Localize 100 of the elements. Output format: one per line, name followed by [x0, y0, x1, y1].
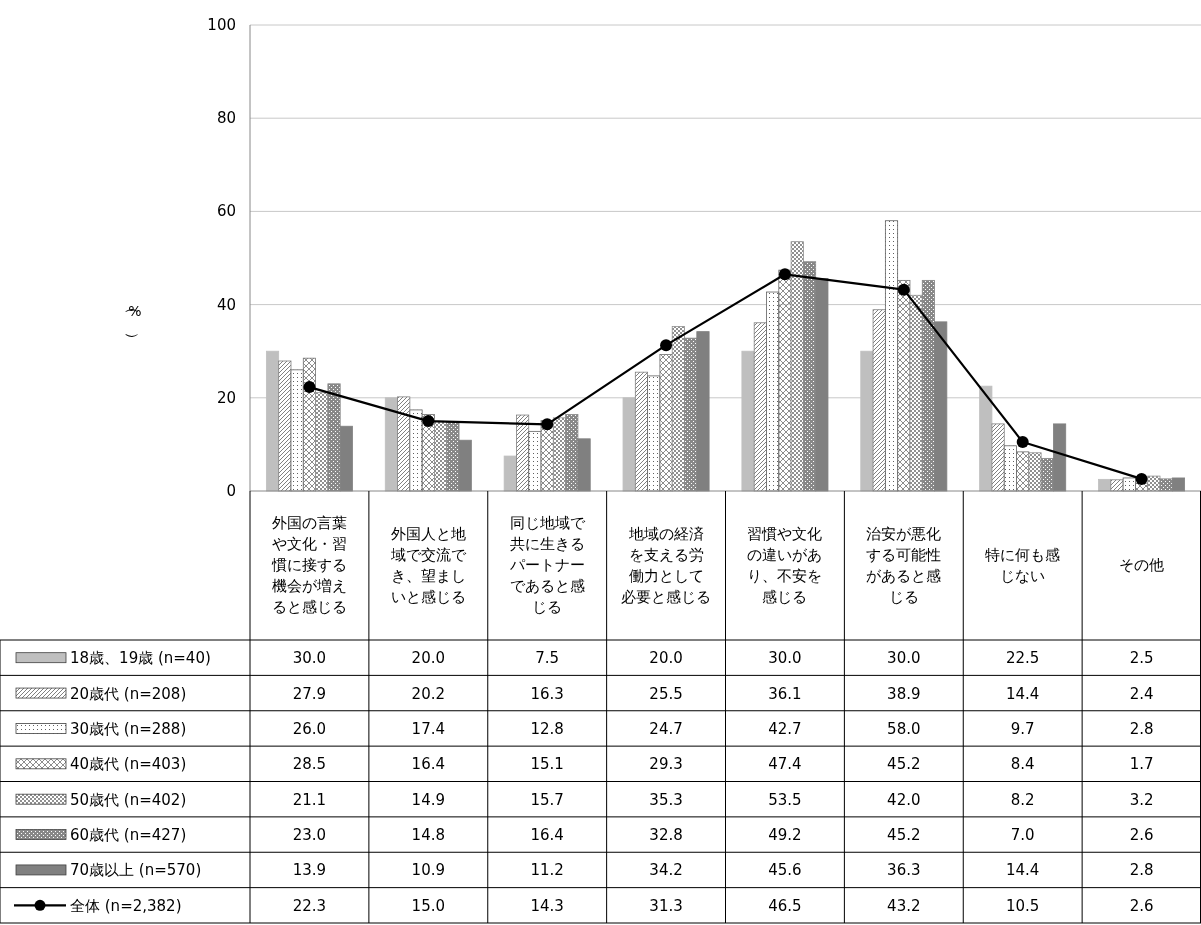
- y-tick-label: 40: [216, 295, 236, 314]
- bar: [647, 375, 661, 492]
- data-label: 31.3: [649, 896, 683, 915]
- data-label: 49.2: [768, 826, 802, 845]
- data-label: 47.4: [768, 755, 802, 774]
- x-tick-label: その他: [1119, 556, 1165, 574]
- data-label: 14.4: [1005, 684, 1040, 703]
- data-label: 13.9: [292, 861, 327, 880]
- point: [778, 268, 791, 281]
- data-label: 23.0: [292, 826, 327, 845]
- bar: [659, 354, 673, 492]
- data-label: 53.5: [768, 790, 802, 809]
- data-label: 24.7: [649, 719, 683, 738]
- data-label: 2.6: [1129, 896, 1154, 915]
- legend-label: 全体 (n=2,382): [70, 896, 182, 915]
- bar: [528, 430, 542, 492]
- x-tick-label: 特に何も感じない: [985, 545, 1061, 585]
- data-label: 7.0: [1010, 826, 1035, 845]
- legend-label: 40歳代 (n=403): [70, 755, 187, 774]
- data-label: 30.0: [887, 649, 921, 668]
- legend-label: 70歳以上 (n=570): [70, 861, 202, 880]
- legend-label: 50歳代 (n=402): [70, 790, 187, 809]
- data-label: 2.4: [1129, 684, 1154, 703]
- data-label: 14.4: [1005, 861, 1040, 880]
- data-label: 7.5: [535, 649, 560, 668]
- legend-label: 18歳、19歳 (n=40): [70, 649, 211, 668]
- data-label: 32.8: [649, 826, 683, 845]
- data-label: 35.3: [649, 790, 683, 809]
- bar: [1003, 445, 1017, 492]
- data-label: 25.5: [649, 684, 683, 703]
- data-label: 27.9: [292, 684, 327, 703]
- data-label: 8.2: [1010, 790, 1035, 809]
- point: [660, 339, 673, 352]
- data-label: 20.2: [411, 684, 446, 703]
- data-label: 36.3: [887, 861, 921, 880]
- data-label: 2.5: [1129, 649, 1154, 668]
- data-label: 28.5: [292, 755, 327, 774]
- data-label: 1.7: [1129, 755, 1154, 774]
- data-label: 10.9: [411, 861, 446, 880]
- data-label: 16.4: [411, 755, 446, 774]
- y-tick-label: 20: [216, 388, 236, 407]
- point: [303, 381, 316, 394]
- data-label: 34.2: [649, 861, 683, 880]
- data-label: 58.0: [887, 719, 921, 738]
- data-label: 12.8: [530, 719, 564, 738]
- y-tick-label: 0: [226, 482, 236, 500]
- data-label: 30.0: [768, 649, 802, 668]
- data-label: 8.4: [1010, 755, 1035, 774]
- data-label: 15.1: [530, 755, 564, 774]
- data-label: 29.3: [649, 755, 683, 774]
- bar: [503, 455, 517, 492]
- data-label: 14.3: [530, 896, 564, 915]
- data-label: 2.6: [1129, 826, 1154, 845]
- data-label: 2.8: [1129, 861, 1154, 880]
- data-label: 46.5: [768, 896, 802, 915]
- data-label: 16.3: [530, 684, 564, 703]
- bar: [1122, 477, 1136, 492]
- data-label: 11.2: [530, 861, 564, 880]
- y-axis-title: （%）: [125, 300, 142, 346]
- data-label: 10.5: [1005, 896, 1040, 915]
- bar: [409, 409, 423, 492]
- x-tick-label: 習慣や文化の違いがあり、不安を感じる: [747, 524, 823, 606]
- data-label: 20.0: [411, 649, 446, 668]
- legend-label: 30歳代 (n=288): [70, 719, 187, 738]
- data-label: 20.0: [649, 649, 683, 668]
- x-tick-label: 外国の言葉や文化・習慣に接する機会が増えると感じる: [270, 514, 347, 616]
- legend-label: 20歳代 (n=208): [70, 684, 187, 703]
- data-label: 45.6: [768, 861, 802, 880]
- data-label: 16.4: [530, 826, 564, 845]
- x-tick-label: 同じ地域で共に生きるパートナーであると感じる: [508, 514, 586, 616]
- x-tick-label: 地域の経済を支える労働力として必要と感じる: [621, 524, 712, 606]
- data-label: 45.2: [887, 826, 921, 845]
- point: [422, 415, 435, 428]
- data-label: 9.7: [1010, 719, 1035, 738]
- bar: [897, 279, 911, 492]
- data-label: 30.0: [292, 649, 327, 668]
- y-tick-label: 100: [207, 16, 236, 34]
- bar: [884, 220, 899, 492]
- data-label: 26.0: [292, 719, 327, 738]
- data-label: 43.2: [887, 896, 921, 915]
- point: [1016, 436, 1029, 449]
- data-label: 14.9: [411, 790, 446, 809]
- bar: [290, 369, 304, 492]
- y-tick-label: 80: [216, 109, 236, 128]
- data-label: 3.2: [1129, 790, 1154, 809]
- bar: [1016, 451, 1030, 492]
- data-label: 17.4: [411, 719, 446, 738]
- data-label: 15.7: [530, 790, 564, 809]
- x-tick-label: 治安が悪化する可能性があると感じる: [866, 524, 942, 606]
- data-label: 21.1: [292, 790, 327, 809]
- data-label: 22.3: [292, 896, 327, 915]
- data-label: 38.9: [887, 684, 921, 703]
- data-label: 36.1: [768, 684, 802, 703]
- data-label: 45.2: [887, 755, 921, 774]
- data-label: 14.8: [411, 826, 446, 845]
- legend-label: 60歳代 (n=427): [70, 826, 187, 845]
- data-label: 2.8: [1129, 719, 1154, 738]
- point: [1135, 472, 1148, 485]
- bar: [766, 291, 780, 492]
- data-label: 42.7: [768, 719, 802, 738]
